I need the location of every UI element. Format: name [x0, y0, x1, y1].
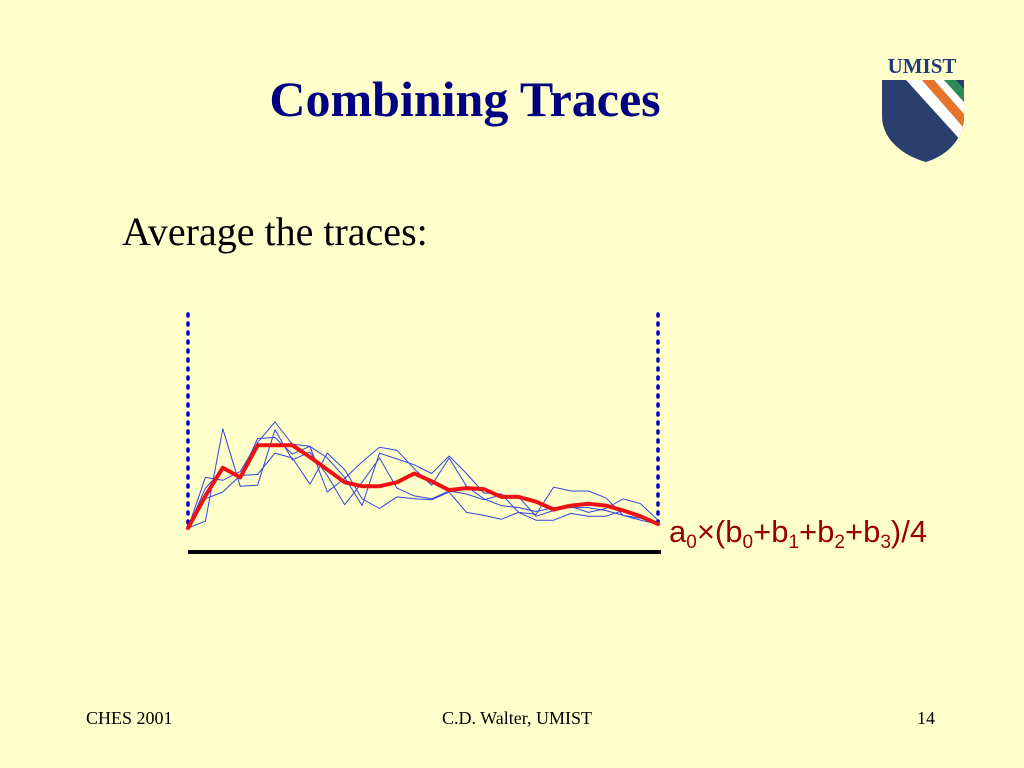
formula-a-sub: 0: [686, 532, 697, 553]
formula-plus-2: +: [799, 514, 818, 549]
formula-times: ×(: [696, 514, 726, 549]
slide-title: Combining Traces: [269, 71, 661, 127]
bullet-text: Average the traces:: [122, 209, 428, 254]
formula-tail: )/4: [890, 514, 928, 549]
formula-b0-sub: 0: [742, 532, 754, 553]
footer-conference: CHES 2001: [86, 708, 173, 728]
formula-b2: b: [817, 514, 835, 549]
formula-b3-sub: 3: [880, 532, 891, 553]
formula-b0: b: [725, 514, 743, 549]
footer-author: C.D. Walter, UMIST: [442, 708, 592, 728]
formula-plus-3: +: [844, 514, 864, 549]
trace-line-2: [187, 421, 659, 529]
formula-plus-1: +: [753, 514, 772, 549]
formula-a: a: [669, 514, 687, 549]
trace-line-0: [187, 452, 659, 529]
formula-b2-sub: 2: [834, 532, 845, 553]
average-trace-line: [186, 443, 660, 530]
average-formula: a0×(b0+b1+b2+b3)/4: [669, 514, 927, 554]
umist-shield-icon: UMIST: [882, 54, 964, 162]
formula-b1-sub: 1: [788, 532, 800, 553]
trace-line-1: [187, 428, 659, 529]
footer-page-number: 14: [917, 708, 935, 728]
formula-b1: b: [771, 514, 789, 549]
logo-text: UMIST: [888, 54, 957, 78]
formula-b3: b: [863, 514, 881, 549]
